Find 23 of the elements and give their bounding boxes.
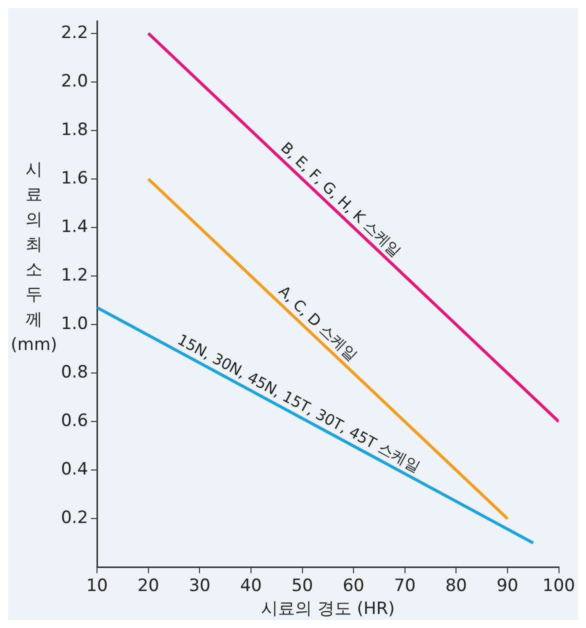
x-tick-label: 80: [445, 576, 467, 596]
y-axis-title: 시료의최소두께 (mm): [10, 159, 58, 357]
y-tick-label: 1.0: [60, 314, 88, 334]
y-tick-label: 1.8: [60, 120, 88, 140]
y-tick-label: 1.6: [60, 168, 88, 188]
y-tick-label: 2.0: [60, 71, 88, 92]
y-tick-label: 1.2: [60, 265, 88, 286]
x-tick-label: 20: [138, 576, 160, 596]
y-tick-label: 0.2: [60, 508, 88, 528]
x-tick-label: 40: [240, 576, 262, 596]
x-axis-title: 시료의 경도 (HR): [261, 599, 395, 620]
x-tick-label: 60: [342, 576, 364, 596]
y-tick-label: 2.2: [60, 22, 88, 43]
x-tick-label: 10: [86, 576, 108, 596]
x-tick-label: 70: [394, 576, 416, 596]
y-tick-label: 0.4: [60, 460, 88, 480]
x-tick-label: 90: [496, 576, 518, 596]
x-tick-label: 50: [291, 576, 314, 596]
y-tick-label: 1.4: [60, 216, 88, 237]
y-tick-label: 0.8: [60, 362, 88, 382]
y-tick-label: 0.6: [60, 411, 88, 432]
x-tick-label: 100: [542, 576, 576, 596]
x-tick-label: 30: [188, 576, 210, 596]
